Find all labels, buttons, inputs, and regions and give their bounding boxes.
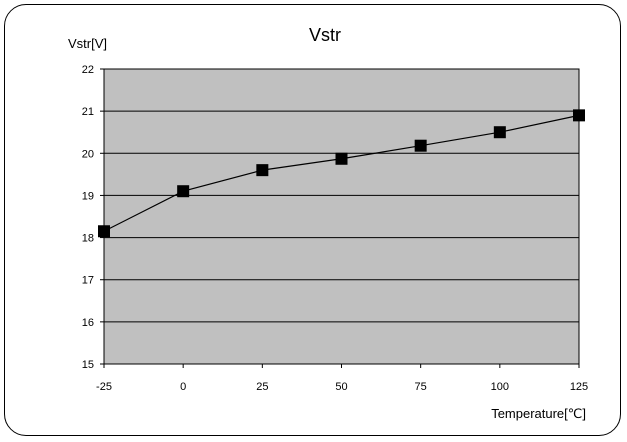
data-point-marker <box>573 109 585 122</box>
y-tick-label: 21 <box>82 106 94 118</box>
series-group <box>98 109 585 238</box>
x-tick-label: 125 <box>570 381 588 393</box>
y-tick-label: 16 <box>82 317 94 329</box>
y-axis-title: Vstr[V] <box>68 36 107 51</box>
x-tick-label: 50 <box>335 381 347 393</box>
x-tick-label: 75 <box>415 381 427 393</box>
y-tick-label: 18 <box>82 233 94 245</box>
plot-area <box>103 68 580 365</box>
data-point-marker <box>256 164 269 177</box>
y-tick-labels: 15 16 17 18 19 20 21 22 <box>82 64 94 371</box>
data-point-marker <box>98 225 110 238</box>
y-tick-label: 22 <box>82 64 94 76</box>
y-tick-label: 19 <box>82 190 94 202</box>
y-tick-label: 20 <box>82 148 94 160</box>
data-point-marker <box>335 152 348 165</box>
data-point-marker <box>177 185 190 198</box>
y-tick-label: 17 <box>82 275 94 287</box>
y-tick-label: 15 <box>82 359 94 371</box>
x-axis-title: Temperature[℃] <box>491 406 586 421</box>
x-tick-label: 0 <box>180 381 186 393</box>
x-tick-label: -25 <box>96 381 112 393</box>
x-tick-labels: -25 0 25 50 75 100 125 <box>96 381 588 393</box>
x-tick-label: 25 <box>256 381 268 393</box>
data-point-marker <box>493 126 506 139</box>
data-point-marker <box>414 139 427 152</box>
chart-title: Vstr <box>309 25 341 45</box>
x-tick-label: 100 <box>491 381 509 393</box>
